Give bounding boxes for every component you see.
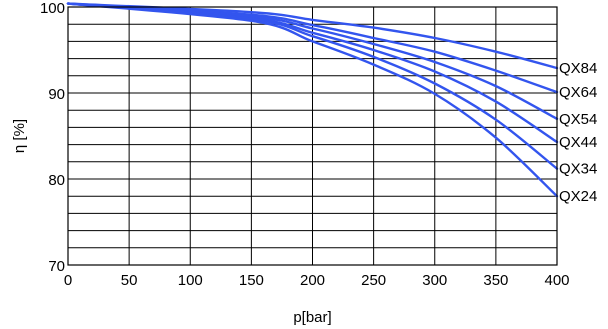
x-tick-label: 50 xyxy=(121,272,138,289)
series-label-qx34: QX34 xyxy=(559,161,597,178)
x-tick-label: 350 xyxy=(483,272,508,289)
x-tick-label: 150 xyxy=(239,272,264,289)
y-tick-label: 80 xyxy=(48,172,65,189)
series-label-qx64: QX64 xyxy=(559,84,597,101)
series-line-qx34 xyxy=(66,2,559,170)
series-lines xyxy=(66,2,559,198)
grid xyxy=(67,6,558,266)
x-tick-label: 400 xyxy=(544,272,569,289)
series-labels: QX84 QX64 QX54 QX44 QX34 QX24 xyxy=(559,60,597,205)
y-tick-label: 100 xyxy=(40,0,65,17)
y-tick-label: 90 xyxy=(48,86,65,103)
x-tick-label: 250 xyxy=(361,272,386,289)
plot-frame xyxy=(67,6,558,266)
series-line-qx84 xyxy=(66,2,559,70)
x-axis-ticks: 0 50 100 150 200 250 300 350 400 xyxy=(64,272,570,289)
x-tick-label: 300 xyxy=(422,272,447,289)
series-label-qx54: QX54 xyxy=(559,111,597,128)
y-tick-label: 70 xyxy=(48,258,65,275)
x-tick-label: 0 xyxy=(64,272,72,289)
x-tick-label: 100 xyxy=(178,272,203,289)
series-line-qx64 xyxy=(66,2,559,94)
x-axis-title: p[bar] xyxy=(293,309,331,326)
y-axis-ticks: 70 80 90 100 xyxy=(40,0,65,275)
x-tick-label: 200 xyxy=(300,272,325,289)
series-line-qx54 xyxy=(66,2,559,120)
series-label-qx24: QX24 xyxy=(559,188,597,205)
y-axis-title: η [%] xyxy=(11,119,28,153)
series-label-qx44: QX44 xyxy=(559,134,597,151)
series-label-qx84: QX84 xyxy=(559,60,597,77)
series-line-qx24 xyxy=(66,2,559,198)
